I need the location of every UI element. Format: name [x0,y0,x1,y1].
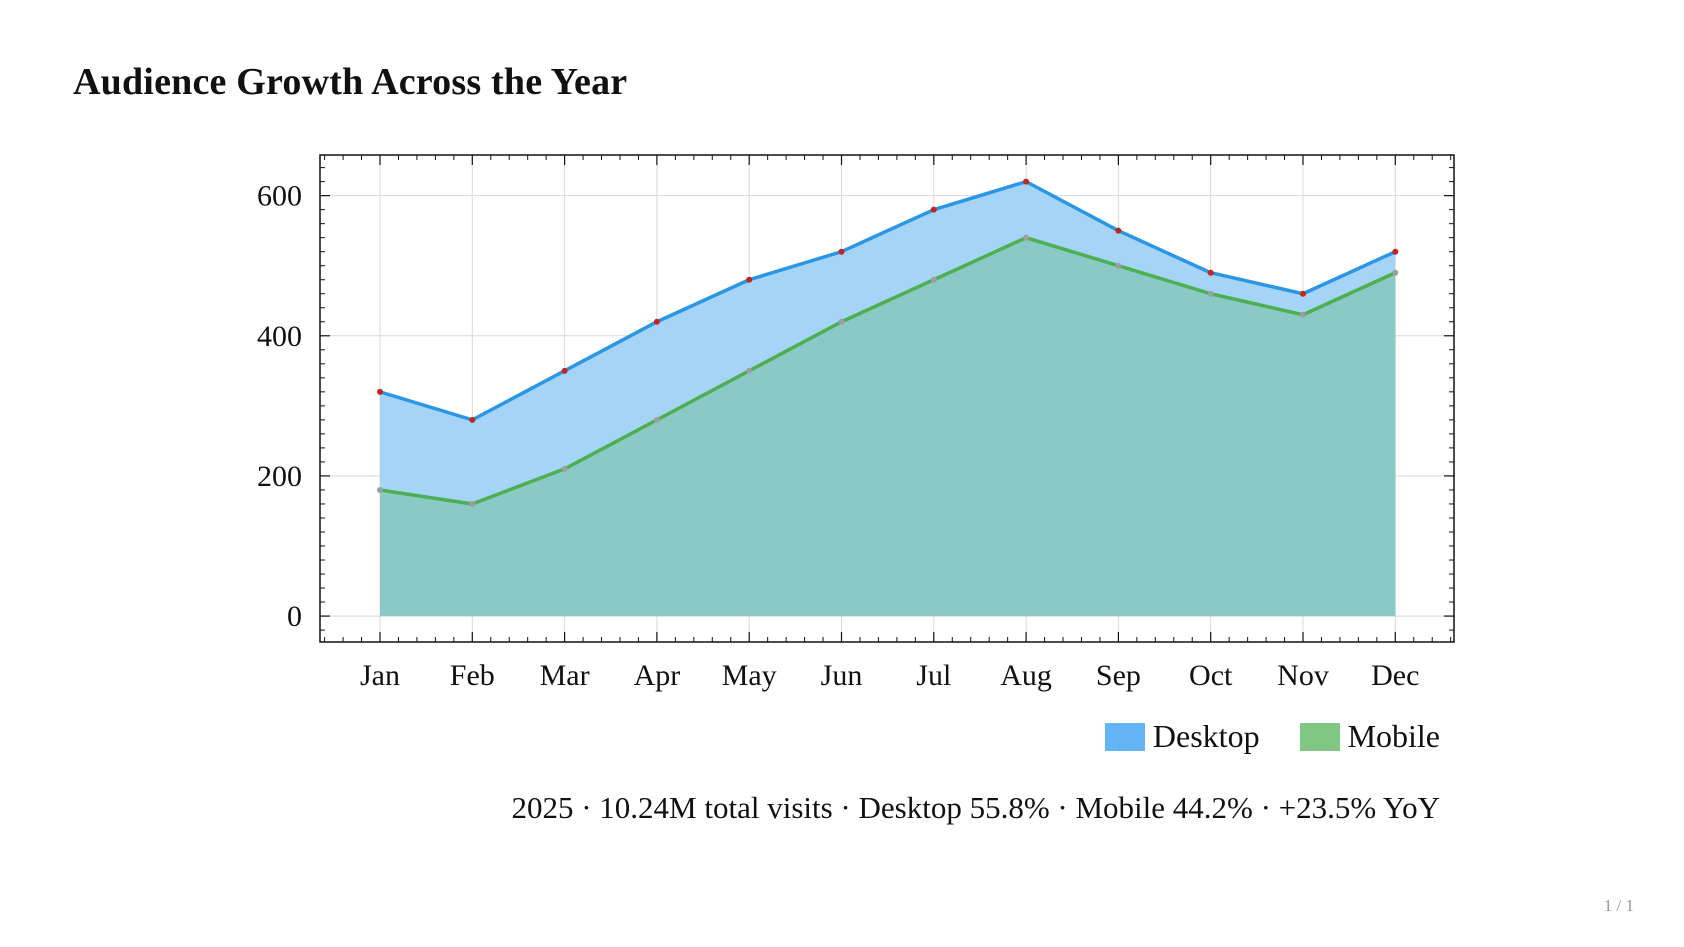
line-desktop [379,179,1397,422]
point-desktop-nov [1300,290,1306,297]
point-desktop-sep [1115,227,1122,234]
page-number: 1 / 1 [1603,896,1634,915]
x-tick-label: Apr [634,659,681,692]
y-tick-label: 600 [257,180,302,213]
point-mobile-apr [653,416,660,423]
legend-item-desktop: Desktop [1104,718,1260,755]
point-desktop-feb [469,416,476,423]
point-desktop-oct [1207,269,1214,276]
x-tick-label: Jul [916,659,951,692]
legend-swatch-desktop [1104,722,1145,751]
axis-ticks [320,155,1454,642]
legend-label-mobile: Mobile [1347,718,1440,754]
point-mobile-oct [1207,290,1214,297]
point-mobile-jan [377,486,383,493]
point-desktop-jan [377,388,383,395]
point-mobile-nov [1300,311,1306,318]
plot-frame [319,154,1455,643]
point-mobile-sep [1115,262,1122,269]
x-tick-label: Sep [1096,659,1141,692]
x-tick-label: Feb [450,659,495,692]
x-tick-labels: Jan Feb Mar Apr May Jun Jul Aug Sep Oct Nov Dec [360,659,1419,692]
x-tick-label: Mar [540,659,590,692]
line-mobile [379,235,1397,506]
x-tick-label: Oct [1189,659,1233,692]
point-desktop-aug [1023,178,1030,185]
page-title: Audience Growth Across the Year [73,61,628,103]
y-tick-label: 200 [257,460,302,493]
point-desktop-mar [561,367,568,374]
series-lines [379,179,1397,506]
x-tick-label: Jun [821,659,863,692]
x-tick-label: Aug [1000,659,1052,692]
x-tick-label: May [722,659,777,692]
y-tick-labels: 0 200 400 600 [257,180,302,633]
legend: Desktop Mobile [1104,718,1440,755]
data-markers [377,178,1399,507]
point-desktop-may [746,276,753,283]
y-tick-label: 0 [287,600,302,633]
point-desktop-jul [930,206,937,213]
point-mobile-aug [1023,234,1030,241]
point-mobile-jul [930,276,937,283]
series-areas [380,181,1396,617]
summary-text: 2025 · 10.24M total visits · Desktop 55.… [511,790,1440,825]
x-tick-label: Jan [360,659,400,692]
x-tick-label: Nov [1277,659,1329,692]
point-mobile-mar [561,465,568,472]
point-desktop-jun [838,248,845,255]
y-tick-label: 400 [257,320,302,353]
point-mobile-may [746,367,753,374]
point-mobile-feb [469,500,476,507]
legend-swatch-mobile [1299,722,1340,751]
point-desktop-dec [1392,248,1399,255]
legend-item-mobile: Mobile [1299,718,1440,755]
point-mobile-jun [838,318,845,325]
area-mobile [380,237,1396,617]
point-mobile-dec [1392,269,1399,276]
point-desktop-apr [653,318,660,325]
x-tick-label: Dec [1371,659,1419,692]
legend-label-desktop: Desktop [1152,718,1260,754]
